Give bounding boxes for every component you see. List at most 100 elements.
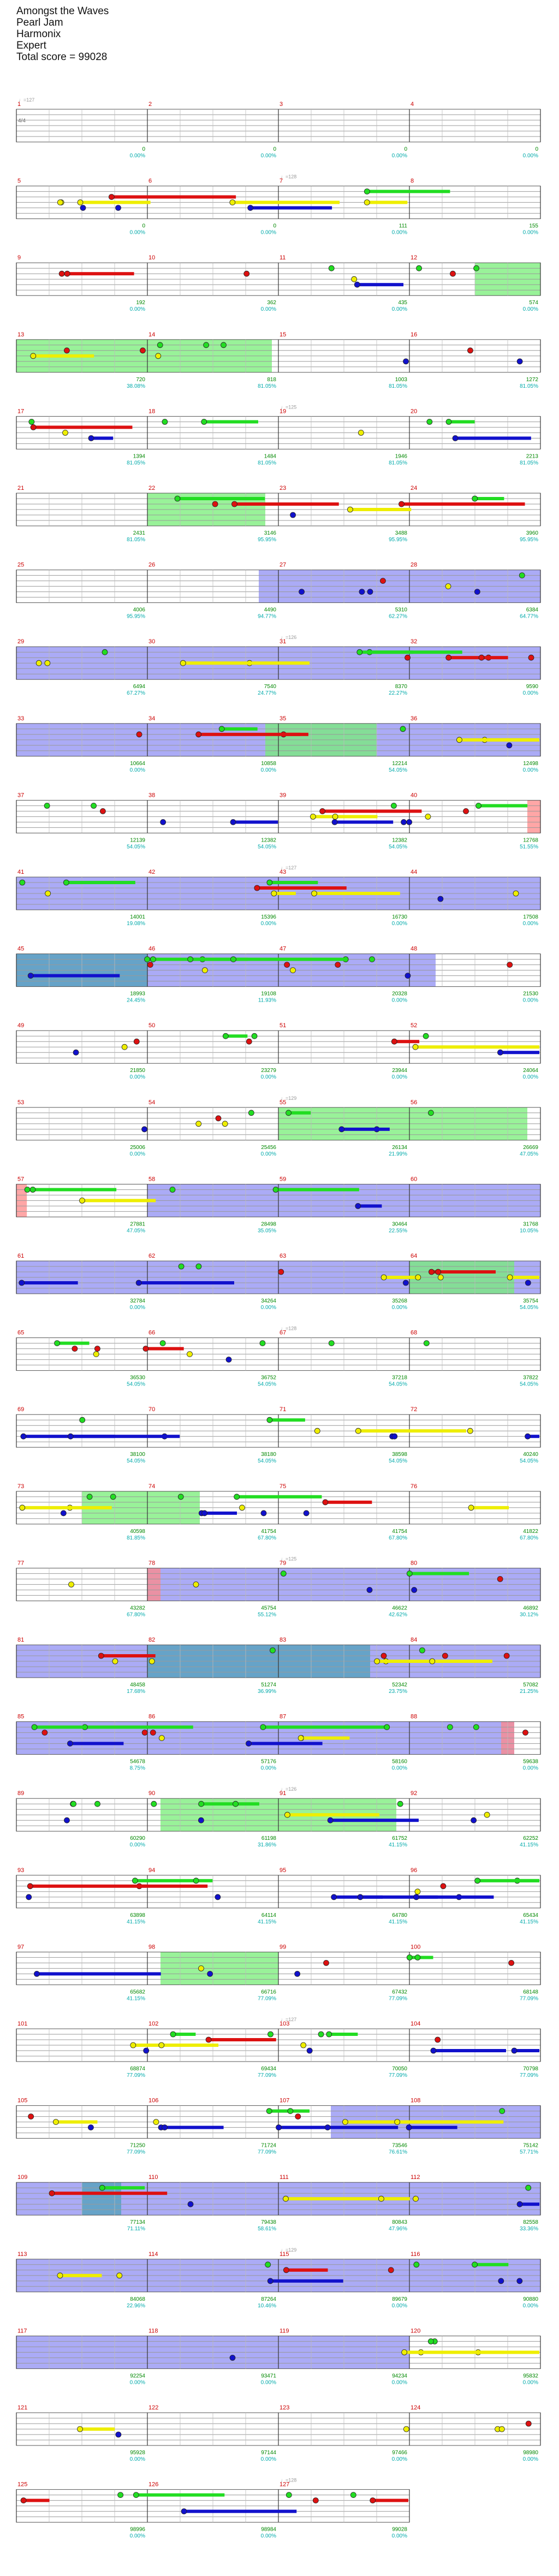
measure-percent: 0.00% [523, 2456, 538, 2462]
sustain-tail [198, 732, 301, 736]
sustain-tail [56, 2120, 98, 2124]
sustain-tail [527, 1435, 539, 1438]
note-gem [355, 1203, 361, 1209]
measure-percent: 77.09% [520, 1995, 538, 2001]
note-gem [322, 1499, 329, 1506]
measure-score: 66716 [261, 1989, 276, 1995]
note-gem [45, 890, 51, 897]
measure-number: 126 [148, 2482, 158, 2488]
sustain-tail [287, 1813, 380, 1817]
note-gem [370, 2497, 376, 2504]
measure-number: 109 [17, 2174, 27, 2181]
measure-percent: 95.95% [127, 614, 145, 620]
measure-number: 41 [17, 869, 24, 875]
measure-score: 80843 [392, 2219, 407, 2225]
note-gem [108, 194, 115, 200]
sustain-tail [359, 650, 462, 654]
measure-score: 12214 [392, 761, 407, 767]
note-gem [88, 435, 94, 441]
sustain-tail [37, 1972, 161, 1976]
note-gem [247, 205, 254, 211]
note-gem [215, 1115, 222, 1122]
note-gem [162, 2124, 168, 2131]
measure-score: 95832 [523, 2373, 538, 2379]
measure-number: 36 [411, 715, 417, 722]
measure-score: 5310 [395, 607, 408, 613]
sustain-tail [471, 1506, 509, 1509]
sustain-tail [409, 1572, 469, 1576]
song-instrument: Harmonix [16, 28, 61, 40]
measure-score: 12382 [261, 837, 276, 843]
measure-number: 123 [280, 2405, 289, 2411]
measure-score: 26669 [523, 1145, 538, 1151]
note-gem [77, 2426, 83, 2432]
measure-score: 71724 [261, 2143, 276, 2149]
measure-percent: 55.12% [258, 1612, 276, 1618]
note-gem [378, 2195, 384, 2202]
measure-number: 115 [280, 2251, 289, 2258]
measure-number: 55 [280, 1099, 286, 1106]
measure-number: 119 [280, 2328, 289, 2334]
note-gem [447, 1724, 453, 1731]
measure-score: 41754 [392, 1529, 407, 1535]
measure-score: 77134 [130, 2219, 145, 2225]
note-gem [135, 1280, 142, 1286]
measure-score: 70050 [392, 2066, 407, 2072]
measure-number: 33 [17, 715, 24, 722]
note-gem [31, 1724, 38, 1731]
measure-number: 32 [411, 638, 417, 645]
sustain-tail [33, 425, 133, 429]
measure-percent: 0.00% [392, 1074, 407, 1080]
sustain-tail [286, 2268, 328, 2272]
measure-number: 42 [148, 869, 155, 875]
note-gem [286, 2492, 292, 2498]
note-gem [266, 1417, 273, 1423]
note-gem [251, 1033, 258, 1039]
note-gem [300, 2042, 307, 2048]
measure-score: 155 [529, 223, 538, 229]
note-gem [525, 1433, 531, 1440]
sustain-tail [222, 727, 258, 731]
measure-score: 23279 [261, 1068, 276, 1074]
note-gem [445, 419, 452, 425]
note-gem [35, 660, 42, 666]
measure-score: 60290 [130, 1835, 145, 1841]
sustain-tail [31, 974, 120, 978]
measure-score: 38598 [392, 1452, 407, 1458]
measure-score: 97466 [392, 2450, 407, 2456]
measure-score: 24064 [523, 1068, 538, 1074]
sustain-tail [358, 1429, 466, 1433]
measure-score: 40240 [523, 1452, 538, 1458]
measure-number: 66 [148, 1330, 155, 1336]
note-gem [44, 660, 51, 666]
note-gem [181, 2508, 187, 2515]
measure-number: 68 [411, 1330, 417, 1336]
measure-number: 92 [411, 1790, 417, 1797]
note-gem [401, 819, 407, 825]
measure-percent: 41.15% [389, 1919, 407, 1925]
sustain-tail [384, 1276, 420, 1279]
measure-score: 21850 [130, 1068, 145, 1074]
measure-percent: 0.00% [523, 998, 538, 1004]
note-gem [201, 1510, 207, 1517]
sustain-tail [82, 1199, 156, 1203]
sustain-tail [329, 2033, 358, 2036]
note-gem [364, 188, 370, 195]
measure-number: 75 [280, 1483, 286, 1490]
measure-number: 82 [148, 1637, 155, 1643]
note-gem [195, 731, 202, 738]
sustain-tail [269, 881, 318, 884]
measure-percent: 0.00% [261, 1151, 276, 1157]
measure-percent: 0.00% [130, 230, 145, 236]
measure-number: 8 [411, 178, 414, 185]
sustain-tail [257, 886, 347, 890]
measure-percent: 67.80% [389, 1535, 407, 1541]
sustain-tail [372, 2498, 408, 2502]
note-gem [516, 2278, 523, 2284]
sustain-tail [500, 1051, 539, 1055]
measure-number: 59 [280, 1176, 286, 1182]
sustain-tail [139, 1281, 234, 1284]
measure-percent: 81.05% [258, 460, 276, 466]
note-gem [403, 358, 409, 365]
note-gem [356, 649, 363, 655]
